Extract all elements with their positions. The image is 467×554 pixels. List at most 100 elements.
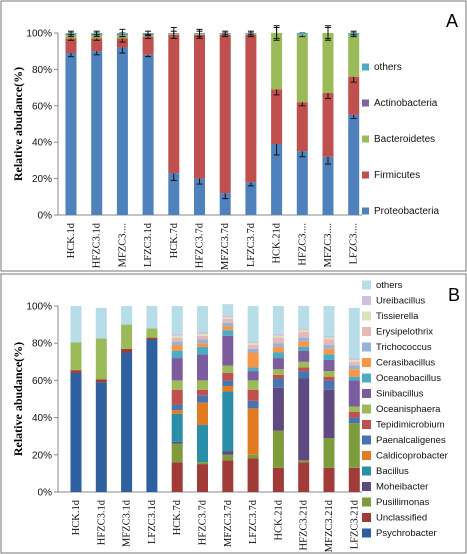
b-bar-segment (323, 354, 335, 360)
b-bar-segment (247, 458, 259, 492)
b-bar-segment (323, 306, 335, 336)
b-bar-segment (323, 335, 335, 338)
b-bar-segment (70, 342, 82, 371)
b-bar-segment (197, 425, 208, 463)
a-legend-label: Bacteroidetes (374, 134, 435, 145)
b-bar-segment (146, 337, 158, 340)
a-bar-segment (65, 53, 77, 215)
b-bar-segment (95, 379, 107, 383)
b-bar-segment (272, 337, 284, 344)
a-x-tick-label: HFZC3.... (297, 223, 308, 266)
b-bar-segment (247, 380, 259, 390)
b-x-tick-label: MFZC3.1d (122, 499, 133, 547)
b-legend-label: Tissierella (376, 311, 419, 322)
b-bar-segment (247, 371, 259, 381)
b-legend-swatch (362, 451, 371, 460)
b-bar-segment (298, 371, 310, 379)
b-bar-segment (348, 365, 360, 370)
b-bar-segment (247, 306, 259, 342)
b-bar-segment (323, 438, 335, 468)
b-x-tick-label: MFZC3.7d (223, 499, 234, 547)
b-bar-segment (272, 333, 284, 336)
a-legend-swatch (362, 207, 369, 215)
a-bar-segment (194, 178, 205, 215)
b-bar-segment (222, 319, 234, 323)
b-y-tick-label: 0% (38, 488, 53, 499)
b-bar-segment (247, 343, 259, 346)
b-bar-segment (323, 339, 335, 346)
b-bar-segment (146, 328, 158, 338)
a-bar-segment (194, 34, 205, 179)
b-legend-swatch (362, 435, 371, 445)
a-bar-segment (348, 34, 360, 77)
b-bar-segment (247, 345, 259, 349)
a-legend-swatch (362, 63, 369, 71)
b-bar-segment (197, 380, 208, 390)
b-bar-segment (298, 341, 310, 347)
b-bar-segment (298, 330, 310, 333)
b-bar-segment (171, 380, 183, 390)
a-bar-segment (322, 33, 334, 94)
b-bar-segment (197, 354, 208, 381)
b-bar-segment (323, 359, 335, 372)
b-bar-segment (348, 406, 360, 413)
a-bar-segment (142, 54, 154, 216)
b-legend-swatch (362, 358, 371, 367)
b-bar-segment (171, 337, 183, 342)
b-bar-segment (272, 346, 284, 353)
b-bar-segment (222, 454, 234, 461)
b-y-tick-label: 40% (32, 413, 52, 424)
b-bar-segment (171, 441, 183, 444)
a-x-tick-label: MFZC3.7d (220, 222, 231, 270)
b-x-tick-label: LFZC3.7d (248, 499, 259, 544)
b-bar-segment (323, 389, 335, 439)
b-bar-segment (197, 332, 208, 334)
b-bar-segment (323, 380, 335, 390)
b-legend-swatch (362, 311, 371, 321)
b-bar-segment (70, 306, 82, 343)
b-x-tick-label: HFZC3.1d (96, 499, 107, 545)
a-x-tick-label: MFZC3.... (323, 223, 334, 267)
b-bar-segment (222, 451, 234, 455)
b-bar-segment (298, 378, 310, 461)
b-legend-swatch (362, 513, 371, 522)
a-bar-segment (219, 193, 231, 215)
b-x-tick-label: HFZC3.21d (299, 499, 310, 550)
b-bar-segment (272, 358, 284, 370)
b-x-tick-label: HCK.1d (71, 499, 82, 535)
b-legend-label: Ureibacillus (376, 296, 425, 307)
b-legend-swatch (362, 528, 371, 538)
b-bar-segment (222, 380, 234, 386)
a-x-tick-label: LFZC3.7d (246, 222, 257, 267)
b-bar-segment (348, 417, 360, 424)
a-legend-label: Firmicutes (374, 170, 420, 181)
b-bar-segment (298, 337, 310, 342)
b-legend-label: Erysipelothrix (376, 327, 433, 338)
b-bar-segment (222, 372, 234, 381)
a-panel-label: A (446, 11, 458, 31)
a-bar-segment (142, 36, 154, 55)
a-bar-segment (168, 173, 180, 215)
b-legend-swatch (362, 420, 371, 429)
a-bar-segment (271, 33, 283, 90)
b-legend-swatch (362, 497, 371, 507)
b-bar-segment (171, 413, 183, 442)
a-bar-segment (271, 89, 283, 145)
b-bar-segment (348, 369, 360, 377)
b-bar-segment (95, 307, 107, 339)
b-bar-segment (222, 335, 234, 366)
b-bar-segment (222, 317, 234, 320)
a-x-tick-label: HFZC3.7d (195, 222, 206, 268)
b-bar-segment (197, 464, 208, 492)
a-y-tick-label: 40% (32, 138, 52, 149)
b-bar-segment (222, 385, 234, 392)
b-bar-segment (222, 304, 234, 316)
b-bar-segment (197, 389, 208, 396)
b-bar-segment (171, 389, 183, 405)
b-bar-segment (247, 352, 259, 368)
b-bar-segment (171, 404, 183, 411)
b-bar-segment (95, 338, 107, 380)
a-y-tick-label: 20% (32, 174, 52, 185)
b-bar-segment (298, 346, 310, 351)
b-bar-segment (171, 443, 183, 463)
